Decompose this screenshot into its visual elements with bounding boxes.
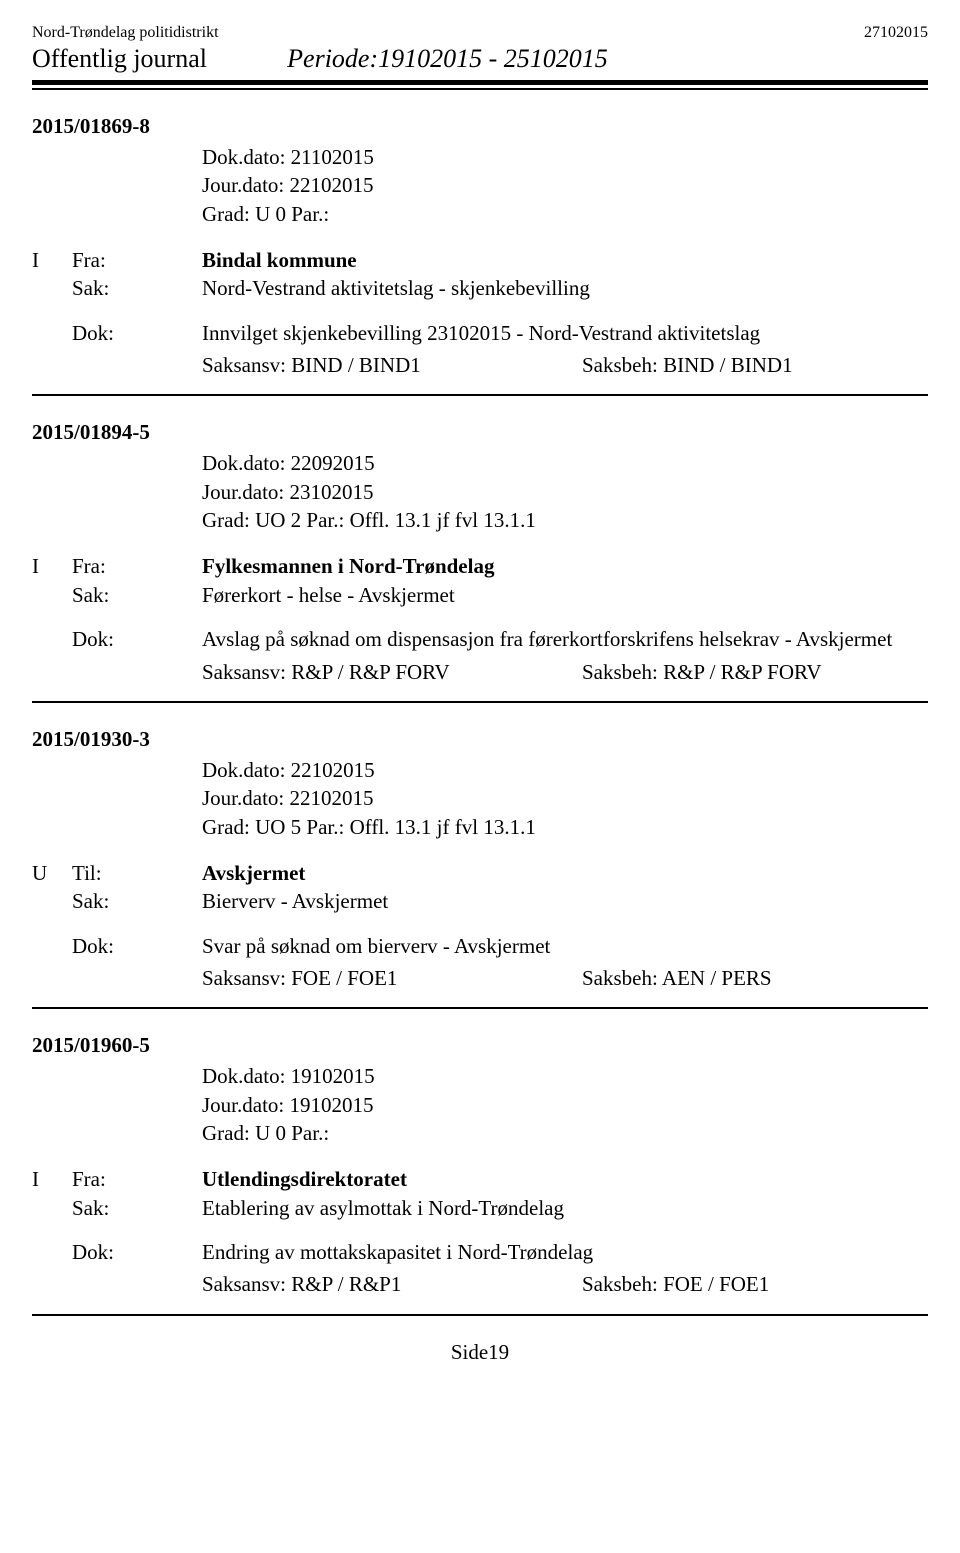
entry-divider bbox=[32, 394, 928, 396]
header-date: 27102015 bbox=[864, 24, 928, 42]
meta-block: Dok.dato: 21102015 Jour.dato: 22102015 G… bbox=[202, 143, 928, 228]
header-row: Nord-Trøndelag politidistrikt 27102015 bbox=[32, 24, 928, 42]
sak-label: Sak: bbox=[72, 1194, 202, 1222]
saksbeh: Saksbeh: AEN / PERS bbox=[582, 964, 928, 993]
saksbeh: Saksbeh: BIND / BIND1 bbox=[582, 351, 928, 380]
grad: Grad: UO 2 Par.: Offl. 13.1 jf fvl 13.1.… bbox=[202, 506, 928, 534]
party-type: I bbox=[32, 246, 72, 274]
jour-dato: Jour.dato: 22102015 bbox=[202, 171, 928, 199]
saksansv: Saksansv: FOE / FOE1 bbox=[202, 964, 582, 993]
party-row: I Fra: Fylkesmannen i Nord-Trøndelag bbox=[32, 552, 928, 580]
party-name: Fylkesmannen i Nord-Trøndelag bbox=[202, 554, 494, 578]
header-subrow: Offentlig journal Periode:19102015 - 251… bbox=[32, 44, 928, 74]
dok-label: Dok: bbox=[72, 625, 202, 653]
sak-row: Sak: Bierverv - Avskjermet bbox=[32, 887, 928, 915]
saks-block: Saksansv: FOE / FOE1 Saksbeh: AEN / PERS bbox=[202, 964, 928, 993]
dok-row: Dok: Endring av mottakskapasitet i Nord-… bbox=[32, 1238, 928, 1266]
dok-text: Innvilget skjenkebevilling 23102015 - No… bbox=[202, 319, 928, 347]
saks-block: Saksansv: R&P / R&P FORV Saksbeh: R&P / … bbox=[202, 658, 928, 687]
sak-label: Sak: bbox=[72, 274, 202, 302]
sak-label: Sak: bbox=[72, 581, 202, 609]
dok-text: Endring av mottakskapasitet i Nord-Trønd… bbox=[202, 1238, 928, 1266]
dok-dato: Dok.dato: 21102015 bbox=[202, 143, 928, 171]
case-id: 2015/01869-8 bbox=[32, 114, 928, 139]
party-label: Fra: bbox=[72, 552, 202, 580]
dok-label: Dok: bbox=[72, 1238, 202, 1266]
party-name: Avskjermet bbox=[202, 861, 305, 885]
grad: Grad: U 0 Par.: bbox=[202, 1119, 928, 1147]
case-id: 2015/01930-3 bbox=[32, 727, 928, 752]
party-row: U Til: Avskjermet bbox=[32, 859, 928, 887]
sak-text: Bierverv - Avskjermet bbox=[202, 887, 928, 915]
case-id: 2015/01894-5 bbox=[32, 420, 928, 445]
party-name: Utlendingsdirektoratet bbox=[202, 1167, 407, 1191]
journal-entry: 2015/01960-5 Dok.dato: 19102015 Jour.dat… bbox=[32, 1033, 928, 1299]
party-label: Til: bbox=[72, 859, 202, 887]
saks-block: Saksansv: R&P / R&P1 Saksbeh: FOE / FOE1 bbox=[202, 1270, 928, 1299]
sak-row: Sak: Etablering av asylmottak i Nord-Trø… bbox=[32, 1194, 928, 1222]
period-label: Periode:19102015 - 25102015 bbox=[287, 44, 608, 74]
dok-dato: Dok.dato: 22092015 bbox=[202, 449, 928, 477]
meta-block: Dok.dato: 22092015 Jour.dato: 23102015 G… bbox=[202, 449, 928, 534]
sak-row: Sak: Førerkort - helse - Avskjermet bbox=[32, 581, 928, 609]
saksansv: Saksansv: R&P / R&P1 bbox=[202, 1270, 582, 1299]
party-type: I bbox=[32, 552, 72, 580]
sak-text: Nord-Vestrand aktivitetslag - skjenkebev… bbox=[202, 274, 928, 302]
dok-label: Dok: bbox=[72, 319, 202, 347]
saks-block: Saksansv: BIND / BIND1 Saksbeh: BIND / B… bbox=[202, 351, 928, 380]
party-name: Bindal kommune bbox=[202, 248, 357, 272]
journal-entry: 2015/01869-8 Dok.dato: 21102015 Jour.dat… bbox=[32, 114, 928, 380]
saksansv: Saksansv: R&P / R&P FORV bbox=[202, 658, 582, 687]
entry-divider bbox=[32, 1007, 928, 1009]
dok-row: Dok: Avslag på søknad om dispensasjon fr… bbox=[32, 625, 928, 653]
jour-dato: Jour.dato: 22102015 bbox=[202, 784, 928, 812]
sak-text: Førerkort - helse - Avskjermet bbox=[202, 581, 928, 609]
journal-entry: 2015/01894-5 Dok.dato: 22092015 Jour.dat… bbox=[32, 420, 928, 686]
district-name: Nord-Trøndelag politidistrikt bbox=[32, 24, 219, 42]
entry-divider bbox=[32, 1314, 928, 1316]
dok-row: Dok: Innvilget skjenkebevilling 23102015… bbox=[32, 319, 928, 347]
saksbeh: Saksbeh: R&P / R&P FORV bbox=[582, 658, 928, 687]
sak-label: Sak: bbox=[72, 887, 202, 915]
entry-divider bbox=[32, 701, 928, 703]
party-label: Fra: bbox=[72, 246, 202, 274]
divider-thick bbox=[32, 80, 928, 85]
dok-label: Dok: bbox=[72, 932, 202, 960]
saksbeh: Saksbeh: FOE / FOE1 bbox=[582, 1270, 928, 1299]
saksansv: Saksansv: BIND / BIND1 bbox=[202, 351, 582, 380]
grad: Grad: U 0 Par.: bbox=[202, 200, 928, 228]
party-row: I Fra: Utlendingsdirektoratet bbox=[32, 1165, 928, 1193]
jour-dato: Jour.dato: 23102015 bbox=[202, 478, 928, 506]
dok-text: Avslag på søknad om dispensasjon fra før… bbox=[202, 625, 928, 653]
sak-text: Etablering av asylmottak i Nord-Trøndela… bbox=[202, 1194, 928, 1222]
dok-dato: Dok.dato: 22102015 bbox=[202, 756, 928, 784]
divider-thin bbox=[32, 88, 928, 90]
party-label: Fra: bbox=[72, 1165, 202, 1193]
sak-row: Sak: Nord-Vestrand aktivitetslag - skjen… bbox=[32, 274, 928, 302]
grad: Grad: UO 5 Par.: Offl. 13.1 jf fvl 13.1.… bbox=[202, 813, 928, 841]
meta-block: Dok.dato: 19102015 Jour.dato: 19102015 G… bbox=[202, 1062, 928, 1147]
party-type: I bbox=[32, 1165, 72, 1193]
dok-row: Dok: Svar på søknad om bierverv - Avskje… bbox=[32, 932, 928, 960]
page-footer: Side19 bbox=[32, 1340, 928, 1365]
case-id: 2015/01960-5 bbox=[32, 1033, 928, 1058]
dok-text: Svar på søknad om bierverv - Avskjermet bbox=[202, 932, 928, 960]
dok-dato: Dok.dato: 19102015 bbox=[202, 1062, 928, 1090]
party-type: U bbox=[32, 859, 72, 887]
meta-block: Dok.dato: 22102015 Jour.dato: 22102015 G… bbox=[202, 756, 928, 841]
journal-entry: 2015/01930-3 Dok.dato: 22102015 Jour.dat… bbox=[32, 727, 928, 993]
journal-label: Offentlig journal bbox=[32, 44, 207, 74]
jour-dato: Jour.dato: 19102015 bbox=[202, 1091, 928, 1119]
party-row: I Fra: Bindal kommune bbox=[32, 246, 928, 274]
